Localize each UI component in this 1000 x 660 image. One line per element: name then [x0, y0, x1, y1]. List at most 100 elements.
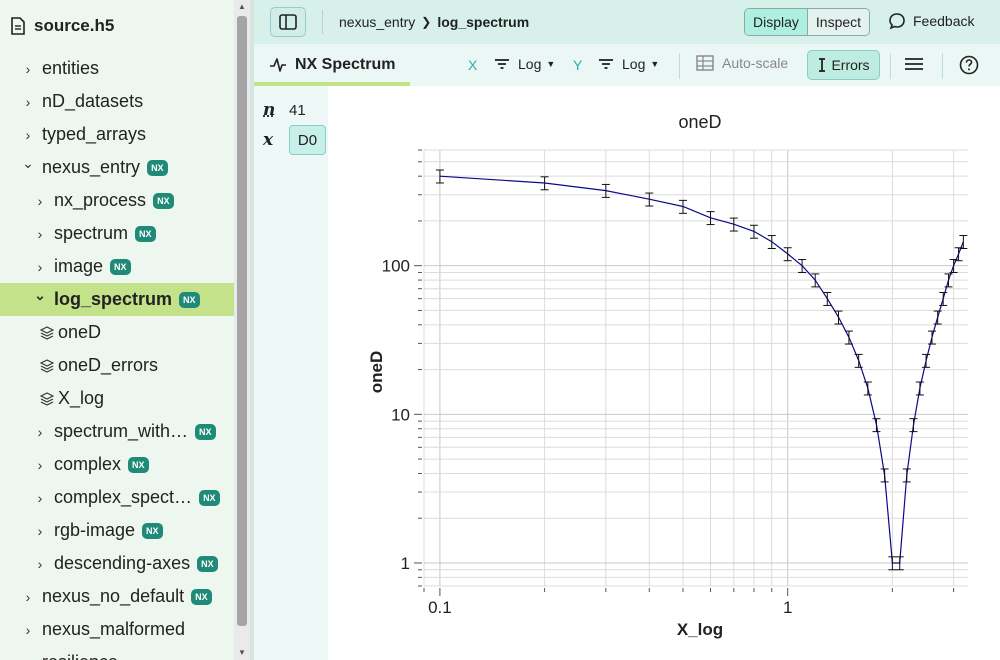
feedback-label: Feedback: [913, 13, 974, 29]
dim-n-row: n 41: [263, 100, 306, 120]
sidebar-item-nd-datasets[interactable]: › nD_datasets: [0, 85, 234, 118]
breadcrumb-parent[interactable]: nexus_entry: [339, 14, 415, 30]
sidebar-item-label: complex_spect…: [54, 487, 192, 508]
x-scale-value: Log: [518, 56, 541, 72]
chevron-right-icon: ›: [34, 457, 46, 473]
x-tick-label: 0.1: [428, 598, 452, 617]
sidebar-item-entities[interactable]: › entities: [0, 52, 234, 85]
sidebar-item-label: descending-axes: [54, 553, 190, 574]
file-icon: [10, 17, 26, 35]
scrollbar-thumb[interactable]: [237, 16, 247, 626]
sidebar-toggle-button[interactable]: [270, 7, 306, 37]
plot-area[interactable]: 0.1 1 1 10 100 oneD X_log oneD: [328, 86, 1000, 660]
sidebar-item-x-log[interactable]: X_log: [0, 382, 234, 415]
chevron-right-icon: ›: [22, 94, 34, 110]
sidebar-item-label: resilience: [42, 652, 118, 660]
sidebar-item-rgb-image[interactable]: › rgb-image NX: [0, 514, 234, 547]
inspect-button[interactable]: Inspect: [807, 9, 869, 35]
sidebar: source.h5 › entities › nD_datasets › typed_ar…: [0, 0, 234, 660]
nx-badge: NX: [179, 292, 200, 308]
feedback-button[interactable]: Feedback: [888, 12, 974, 30]
nx-badge: NX: [135, 226, 156, 242]
chevron-right-icon: ›: [22, 127, 34, 143]
help-icon: [959, 55, 979, 75]
line-chart-icon: [269, 57, 287, 73]
sidebar-item-complex-spect[interactable]: › complex_spect… NX: [0, 481, 234, 514]
breadcrumb-current: log_spectrum: [437, 14, 529, 30]
nx-badge: NX: [147, 160, 168, 176]
caret-down-icon: ▼: [650, 59, 659, 69]
line-chart[interactable]: 0.1 1 1 10 100 oneD X_log oneD: [328, 86, 1000, 660]
chart-title: oneD: [678, 112, 721, 132]
menu-icon: [904, 56, 924, 72]
chevron-right-icon: ›: [22, 622, 34, 638]
display-button[interactable]: Display: [745, 9, 807, 35]
nx-badge: NX: [199, 490, 220, 506]
toolbar-divider: [679, 53, 680, 79]
menu-button[interactable]: [904, 56, 924, 77]
chevron-down-icon: ⌄: [34, 287, 46, 304]
help-button[interactable]: [959, 55, 979, 80]
errors-label: Errors: [831, 57, 869, 73]
sidebar-item-label: log_spectrum: [54, 289, 172, 310]
toolbar-divider: [890, 53, 891, 79]
nx-badge: NX: [142, 523, 163, 539]
dim-x-axis-button[interactable]: D0: [289, 125, 326, 155]
sidebar-item-image[interactable]: › image NX: [0, 250, 234, 283]
nx-badge: NX: [128, 457, 149, 473]
y-tick-label: 100: [382, 257, 410, 276]
tab-label: NX Spectrum: [295, 56, 395, 74]
breadcrumb: nexus_entry ❯ log_spectrum: [339, 14, 529, 30]
sidebar-item-nexus-malformed[interactable]: › nexus_malformed: [0, 613, 234, 646]
sidebar-item-nexus-entry[interactable]: ⌄ nexus_entry NX: [0, 151, 234, 184]
nx-badge: NX: [191, 589, 212, 605]
autoscale-label: Auto-scale: [722, 55, 788, 71]
chevron-right-icon: ›: [34, 490, 46, 506]
sidebar-item-label: nexus_entry: [42, 157, 140, 178]
sidebar-item-label: oneD: [58, 322, 101, 343]
chevron-right-icon: ›: [22, 589, 34, 605]
sidebar-item-nx-process[interactable]: › nx_process NX: [0, 184, 234, 217]
y-scale-select[interactable]: Log ▼: [598, 56, 659, 72]
chevron-right-icon: ›: [34, 556, 46, 572]
sidebar-item-resilience[interactable]: › resilience: [0, 646, 234, 660]
sidebar-toggle-icon: [279, 14, 297, 30]
sidebar-item-nexus-no-default[interactable]: › nexus_no_default NX: [0, 580, 234, 613]
chevron-right-icon: ›: [22, 61, 34, 77]
sidebar-scrollbar[interactable]: ▲ ▼: [234, 0, 250, 660]
sidebar-item-label: rgb-image: [54, 520, 135, 541]
y-axis-title: oneD: [367, 351, 386, 394]
dataset-icon: [40, 359, 54, 373]
sidebar-item-spectrum-with[interactable]: › spectrum_with… NX: [0, 415, 234, 448]
nx-badge: NX: [195, 424, 216, 440]
dim-x-row: x D0: [263, 125, 326, 155]
autoscale-icon: [696, 55, 714, 71]
sidebar-item-typed-arrays[interactable]: › typed_arrays: [0, 118, 234, 151]
sidebar-item-log-spectrum[interactable]: ⌄ log_spectrum NX: [0, 283, 234, 316]
autoscale-button[interactable]: Auto-scale: [696, 55, 788, 71]
tab-nx-spectrum[interactable]: NX Spectrum: [254, 44, 410, 86]
x-axis-label: X: [468, 57, 477, 73]
filter-icon: [598, 58, 614, 70]
y-tick-label: 1: [401, 554, 410, 573]
errors-toggle-button[interactable]: Errors: [807, 50, 880, 80]
sidebar-item-label: spectrum_with…: [54, 421, 188, 442]
dataset-icon: [40, 392, 54, 406]
caret-down-icon: ▼: [546, 59, 555, 69]
sidebar-item-spectrum[interactable]: › spectrum NX: [0, 217, 234, 250]
sidebar-item-complex[interactable]: › complex NX: [0, 448, 234, 481]
sidebar-item-label: spectrum: [54, 223, 128, 244]
file-header[interactable]: source.h5: [0, 0, 234, 52]
nx-badge: NX: [197, 556, 218, 572]
sidebar-item-oned[interactable]: oneD: [0, 316, 234, 349]
sidebar-item-label: nexus_no_default: [42, 586, 184, 607]
sidebar-item-oned-errors[interactable]: oneD_errors: [0, 349, 234, 382]
sidebar-item-label: nexus_malformed: [42, 619, 185, 640]
sidebar-item-descending-axes[interactable]: › descending-axes NX: [0, 547, 234, 580]
scroll-down-arrow[interactable]: ▼: [234, 646, 250, 660]
x-scale-select[interactable]: Log ▼: [494, 56, 555, 72]
topbar-divider: [322, 10, 323, 34]
scroll-up-arrow[interactable]: ▲: [234, 0, 250, 14]
chevron-right-icon: ›: [34, 193, 46, 209]
